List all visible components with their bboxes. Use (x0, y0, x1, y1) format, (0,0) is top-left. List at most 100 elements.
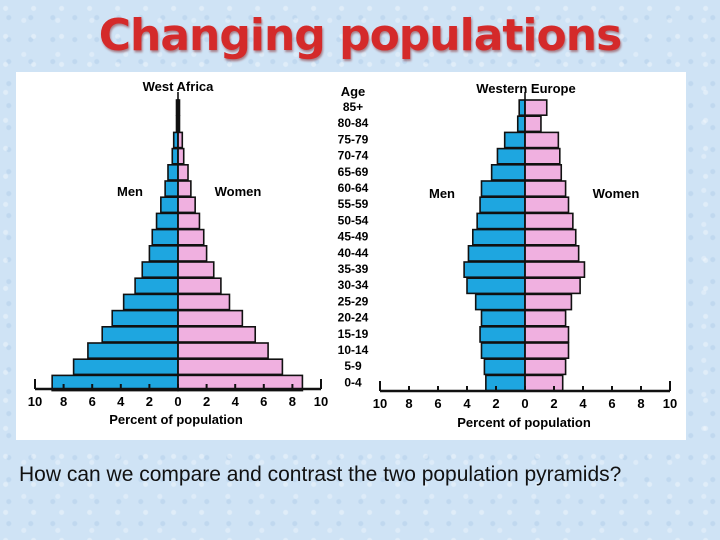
bar-men-60-64 (480, 180, 526, 197)
x-tick-label: 0 (521, 396, 528, 411)
bar-women-50-54 (177, 212, 201, 230)
bar-women-70-74 (524, 147, 561, 165)
men-label-western-europe: Men (429, 186, 455, 201)
bar-men-25-29 (474, 293, 526, 311)
x-tick-label: 8 (405, 396, 412, 411)
chart-title-western-europe: Western Europe (476, 81, 575, 96)
x-tick-label: 6 (608, 396, 615, 411)
bar-women-45-49 (524, 228, 577, 246)
bar-women-15-19 (524, 325, 570, 343)
x-tick-label: 4 (463, 396, 471, 411)
age-group-label: 80-84 (338, 116, 369, 130)
x-tick-label: 8 (289, 394, 296, 409)
bar-men-65-69 (167, 164, 179, 181)
bar-women-30-34 (524, 277, 581, 295)
bar-men-50-54 (155, 212, 179, 230)
age-group-label: 40-44 (338, 246, 369, 260)
bar-women-0-4 (524, 374, 564, 392)
bar-men-75-79 (503, 131, 526, 149)
bar-women-20-24 (177, 309, 244, 327)
x-axis-label-west-africa: Percent of population (109, 412, 243, 427)
bar-women-10-14 (177, 342, 269, 359)
bar-women-55-59 (177, 196, 196, 214)
age-group-label: 45-49 (338, 230, 369, 244)
x-tick-label: 2 (492, 396, 499, 411)
age-group-label: 30-34 (338, 278, 369, 292)
x-tick-label: 4 (579, 396, 587, 411)
bar-men-70-74 (496, 147, 526, 165)
x-axis-west-africa: 10 8 6 4 2 0 2 4 6 8 10 (28, 379, 328, 409)
bar-men-20-24 (480, 309, 526, 327)
population-pyramids: West Africa Men Women 10 8 6 4 2 0 2 4 6 8 10 Perc… (28, 79, 677, 430)
bar-men-65-69 (490, 164, 526, 181)
age-group-label: 60-64 (338, 181, 369, 195)
bar-women-30-34 (177, 277, 222, 295)
bar-women-75-79 (524, 131, 560, 149)
bar-men-55-59 (479, 196, 526, 214)
bar-women-15-19 (177, 325, 257, 343)
bar-men-20-24 (111, 309, 179, 327)
bar-women-45-49 (177, 228, 205, 246)
bar-men-10-14 (87, 342, 179, 359)
x-tick-label: 6 (260, 394, 267, 409)
bar-women-55-59 (524, 196, 570, 214)
bar-men-80-84 (516, 115, 526, 133)
slide-caption: How can we compare and contrast the two … (19, 463, 622, 486)
x-tick-label: 6 (89, 394, 96, 409)
age-axis: Age 85+ 80-84 75-79 70-74 65-69 60-64 55-59 50-… (338, 84, 369, 389)
age-group-label: 20-24 (338, 311, 369, 325)
age-group-label: 50-54 (338, 213, 369, 227)
x-tick-label: 2 (146, 394, 153, 409)
women-label-western-europe: Women (593, 186, 640, 201)
bar-women-80-84 (524, 115, 542, 133)
bar-women-25-29 (524, 293, 573, 311)
age-group-label: 55-59 (338, 197, 369, 211)
x-tick-label: 8 (60, 394, 67, 409)
bar-women-35-39 (177, 261, 215, 278)
age-group-label: 10-14 (338, 343, 369, 357)
bar-men-55-59 (160, 196, 179, 214)
bar-women-60-64 (177, 180, 192, 197)
slide-title: Changing populations (98, 10, 623, 61)
bar-women-10-14 (524, 342, 570, 359)
age-group-label: 5-9 (344, 359, 362, 373)
bar-men-85+ (518, 99, 526, 116)
chart-title-west-africa: West Africa (143, 79, 215, 94)
bars-west-africa (51, 92, 304, 392)
x-tick-label: 10 (373, 396, 387, 411)
bar-men-40-44 (148, 245, 179, 262)
x-tick-label: 0 (174, 394, 181, 409)
bar-men-5-9 (483, 358, 526, 376)
bar-women-85+ (524, 99, 548, 116)
bar-men-15-19 (479, 325, 526, 343)
x-axis-western-europe: 10 8 6 4 2 0 2 4 6 8 10 (373, 381, 677, 411)
bar-men-10-14 (480, 342, 526, 359)
x-tick-label: 10 (663, 396, 677, 411)
bar-women-40-44 (177, 245, 208, 262)
bar-men-35-39 (463, 261, 526, 278)
men-label-west-africa: Men (117, 184, 143, 199)
bar-men-30-34 (466, 277, 526, 295)
x-tick-label: 10 (28, 394, 42, 409)
bar-men-40-44 (467, 245, 526, 262)
bar-men-25-29 (122, 293, 179, 311)
bar-men-45-49 (471, 228, 526, 246)
pyramid-western-europe: Western Europe Men Women 10 8 6 4 2 0 2 4 6 8 10 P… (373, 81, 677, 430)
bar-men-60-64 (164, 180, 179, 197)
bar-men-5-9 (72, 358, 179, 376)
bar-women-50-54 (524, 212, 574, 230)
bar-women-35-39 (524, 261, 586, 278)
age-group-label: 35-39 (338, 262, 369, 276)
bar-men-50-54 (476, 212, 526, 230)
pyramid-west-africa: West Africa Men Women 10 8 6 4 2 0 2 4 6 8 10 Perc… (28, 79, 328, 427)
bar-women-65-69 (177, 164, 189, 181)
age-group-label: 70-74 (338, 149, 369, 163)
chart-panel: West Africa Men Women 10 8 6 4 2 0 2 4 6 8 10 Perc… (16, 72, 686, 440)
age-group-label: 25-29 (338, 294, 369, 308)
bar-men-70-74 (171, 147, 179, 165)
age-axis-label: Age (341, 84, 366, 99)
age-group-label: 85+ (343, 100, 363, 114)
age-group-label: 75-79 (338, 132, 369, 146)
bar-women-20-24 (524, 309, 567, 327)
bar-men-30-34 (134, 277, 179, 295)
